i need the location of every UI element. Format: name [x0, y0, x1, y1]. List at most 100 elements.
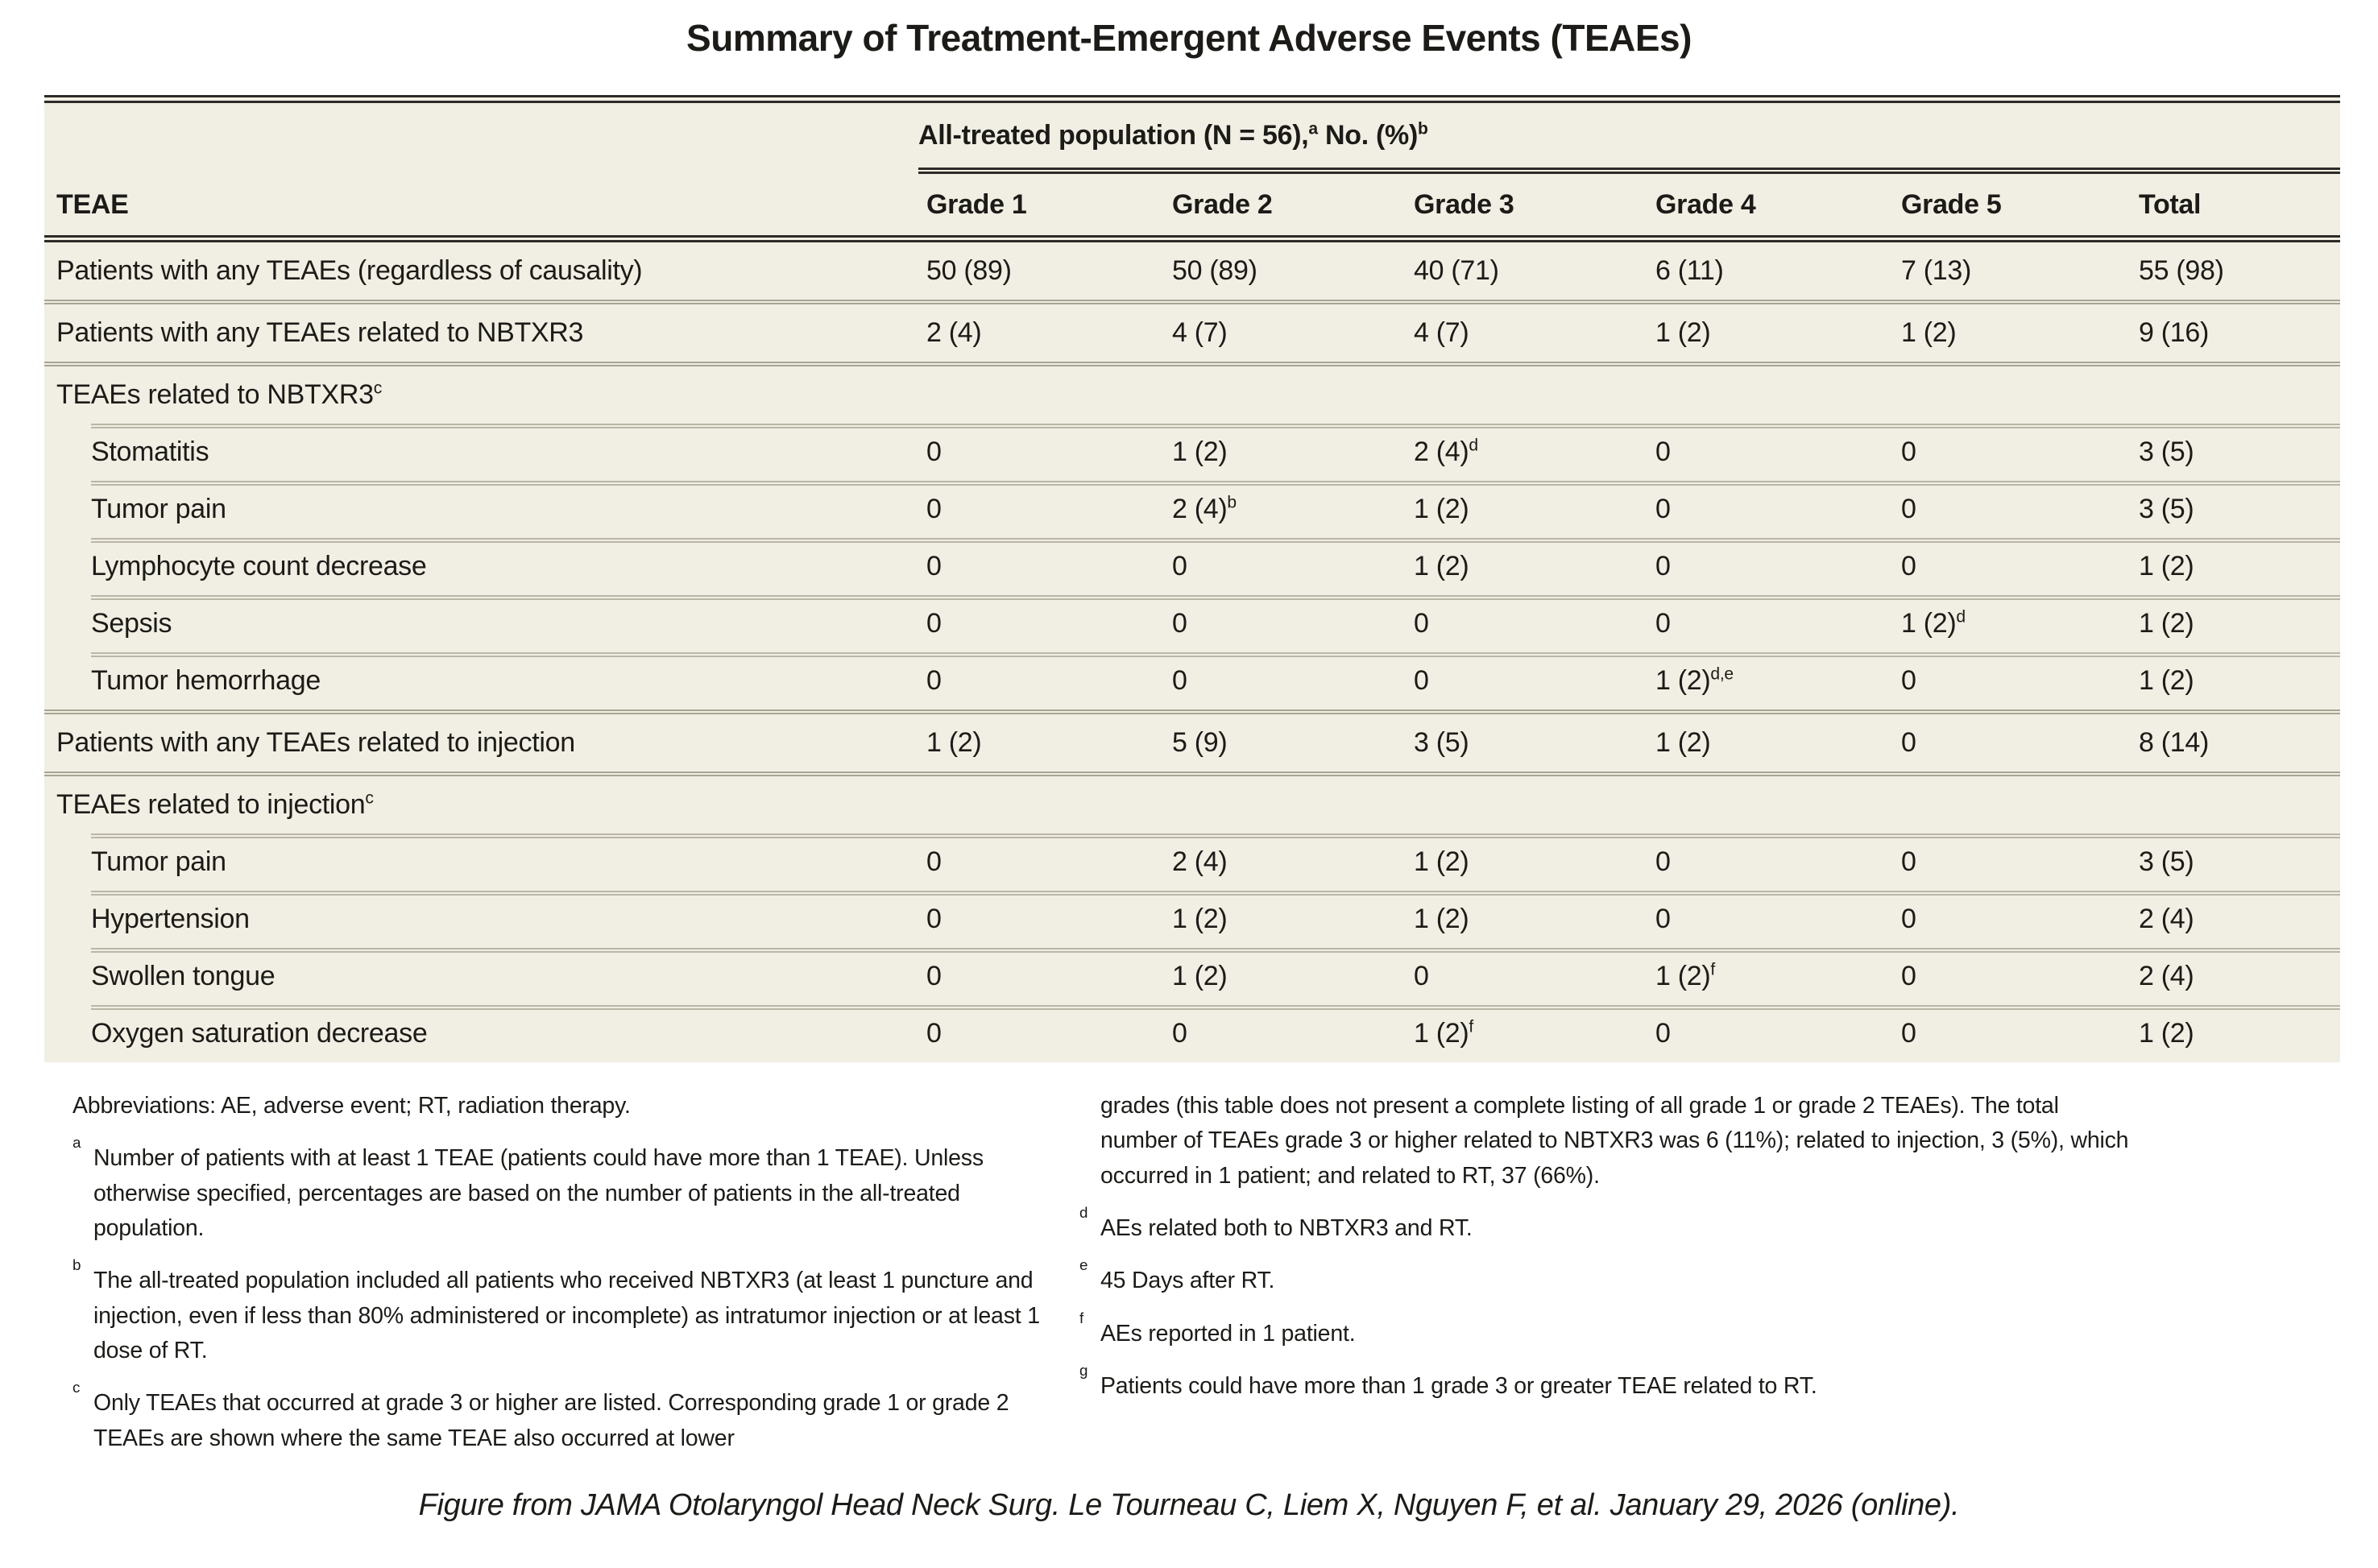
footnote-text: Number of patients with at least 1 TEAE …	[93, 1145, 984, 1241]
cell: 3 (5)	[2139, 846, 2194, 877]
teae-table: All-treated population (N = 56),a No. (%…	[44, 95, 2340, 1062]
footnote-text: AEs related both to NBTXR3 and RT.	[1100, 1214, 1473, 1241]
cell: 0	[926, 551, 942, 581]
footnote-text: grades (this table does not present a co…	[1100, 1093, 2129, 1189]
table-row: Tumor pain 0 2 (4) 1 (2) 0 0 3 (5)	[44, 834, 2340, 891]
cell: 0	[1901, 961, 1916, 991]
cell: 0	[926, 608, 942, 639]
table-row: Swollen tongue 0 1 (2) 0 1 (2)f 0 2 (4)	[44, 948, 2340, 1005]
cell: 8 (14)	[2139, 727, 2210, 758]
cell: 3 (5)	[2139, 436, 2194, 467]
cell: 0	[926, 1018, 942, 1049]
footnote-text: Patients could have more than 1 grade 3 …	[1100, 1372, 1817, 1399]
cell: 3 (5)	[1414, 727, 1469, 758]
cell: 2 (4)d	[1414, 436, 1478, 467]
cell: 0	[1655, 494, 1671, 524]
row-label: Patients with any TEAEs related to NBTXR…	[56, 317, 584, 348]
cell: 0	[1655, 608, 1671, 639]
row-label: Swollen tongue	[91, 961, 276, 991]
cell: 0	[1172, 608, 1187, 639]
cell: 0	[1172, 665, 1187, 696]
section-label: TEAEs related to NBTXR3c	[56, 379, 382, 410]
cell: 0	[1901, 494, 1916, 524]
footnote-b: b The all-treated population included all…	[72, 1256, 1040, 1363]
figure-title: Summary of Treatment-Emergent Adverse Ev…	[686, 17, 1692, 59]
row-label: Sepsis	[91, 608, 172, 639]
cell: 1 (2)	[1414, 846, 1469, 877]
cell: 0	[1901, 1018, 1916, 1049]
footnote-f: f AEs reported in 1 patient.	[1079, 1309, 1356, 1347]
table-row: Patients with any TEAEs related to NBTXR…	[44, 300, 2340, 362]
footnote-c: c Only TEAEs that occurred at grade 3 or …	[72, 1379, 1009, 1451]
figure-source-caption: Figure from JAMA Otolaryngol Head Neck S…	[418, 1488, 1960, 1522]
table-row: Lymphocyte count decrease 0 0 1 (2) 0 0 …	[44, 538, 2340, 595]
cell: 0	[1901, 727, 1916, 758]
cell: 7 (13)	[1901, 255, 1972, 286]
row-label: Hypertension	[91, 904, 250, 934]
cell: 0	[1901, 551, 1916, 581]
table-section-row: TEAEs related to NBTXR3c	[44, 362, 2340, 424]
cell: 0	[926, 436, 942, 467]
cell: 1 (2)	[1414, 551, 1469, 581]
cell: 0	[1172, 1018, 1187, 1049]
cell: 0	[1414, 961, 1429, 991]
column-header-grade5: Grade 5	[1901, 188, 2002, 220]
row-label: Tumor hemorrhage	[91, 665, 321, 696]
cell: 0	[1901, 846, 1916, 877]
cell: 1 (2)	[2139, 551, 2194, 581]
cell: 4 (7)	[1172, 317, 1228, 348]
cell: 0	[1655, 551, 1671, 581]
row-label: Stomatitis	[91, 436, 209, 467]
cell: 0	[926, 846, 942, 877]
cell: 1 (2)d	[1901, 607, 1966, 639]
footnote-a: a Number of patients with at least 1 TEAE…	[72, 1134, 984, 1241]
cell: 1 (2)	[1172, 961, 1228, 991]
cell: 1 (2)	[926, 727, 982, 758]
cell: 0	[1901, 665, 1916, 696]
cell: 2 (4)	[1172, 846, 1228, 877]
cell: 0	[926, 904, 942, 934]
table-section-row: TEAEs related to injectionc	[44, 772, 2340, 834]
cell: 9 (16)	[2139, 317, 2210, 348]
cell: 0	[926, 665, 942, 696]
footnotes-left-column: Abbreviations: AE, adverse event; RT, ra…	[72, 1089, 1051, 1474]
table-span-header-row: All-treated population (N = 56),a No. (%…	[44, 103, 2340, 168]
table-row: Patients with any TEAEs (regardless of c…	[44, 242, 2340, 300]
cell: 3 (5)	[2139, 494, 2194, 524]
column-header-grade1: Grade 1	[926, 188, 1027, 220]
table-row: Oxygen saturation decrease 0 0 1 (2)f 0 …	[44, 1005, 2340, 1062]
table-span-header: All-treated population (N = 56),a No. (%…	[918, 119, 1428, 151]
cell: 1 (2)d,e	[1655, 664, 1734, 696]
cell: 0	[1655, 436, 1671, 467]
cell: 0	[1414, 608, 1429, 639]
table-row: Hypertension 0 1 (2) 1 (2) 0 0 2 (4)	[44, 891, 2340, 948]
footnote-text: 45 Days after RT.	[1100, 1268, 1275, 1294]
row-label: Tumor pain	[91, 494, 226, 524]
footnote-text: Only TEAEs that occurred at grade 3 or h…	[93, 1390, 1009, 1451]
row-label: Patients with any TEAEs (regardless of c…	[56, 255, 643, 286]
row-label: Oxygen saturation decrease	[91, 1018, 428, 1049]
row-label: Tumor pain	[91, 846, 226, 877]
cell: 0	[1655, 1018, 1671, 1049]
cell: 1 (2)	[2139, 608, 2194, 639]
span-header-rule	[918, 168, 2340, 174]
table-row: Sepsis 0 0 0 0 1 (2)d 1 (2)	[44, 595, 2340, 652]
column-header-grade3: Grade 3	[1414, 188, 1514, 220]
cell: 2 (4)	[926, 317, 982, 348]
table-row: Tumor pain 0 2 (4)b 1 (2) 0 0 3 (5)	[44, 481, 2340, 538]
footnotes: Abbreviations: AE, adverse event; RT, ra…	[72, 1089, 2135, 1474]
cell: 0	[1655, 904, 1671, 934]
row-label: Patients with any TEAEs related to injec…	[56, 727, 575, 758]
section-label: TEAEs related to injectionc	[56, 788, 374, 820]
footnote-text: The all-treated population included all …	[93, 1268, 1040, 1363]
cell: 1 (2)	[2139, 665, 2194, 696]
footnote-e: e 45 Days after RT.	[1079, 1256, 1275, 1294]
cell: 1 (2)	[1172, 436, 1228, 467]
cell: 5 (9)	[1172, 727, 1228, 758]
column-header-grade4: Grade 4	[1655, 188, 1756, 220]
cell: 1 (2)f	[1414, 1017, 1473, 1049]
footnote-c-continued: grades (this table does not present a co…	[1079, 1089, 2135, 1194]
footnote-text: AEs reported in 1 patient.	[1100, 1320, 1356, 1347]
cell: 1 (2)	[1655, 727, 1711, 758]
